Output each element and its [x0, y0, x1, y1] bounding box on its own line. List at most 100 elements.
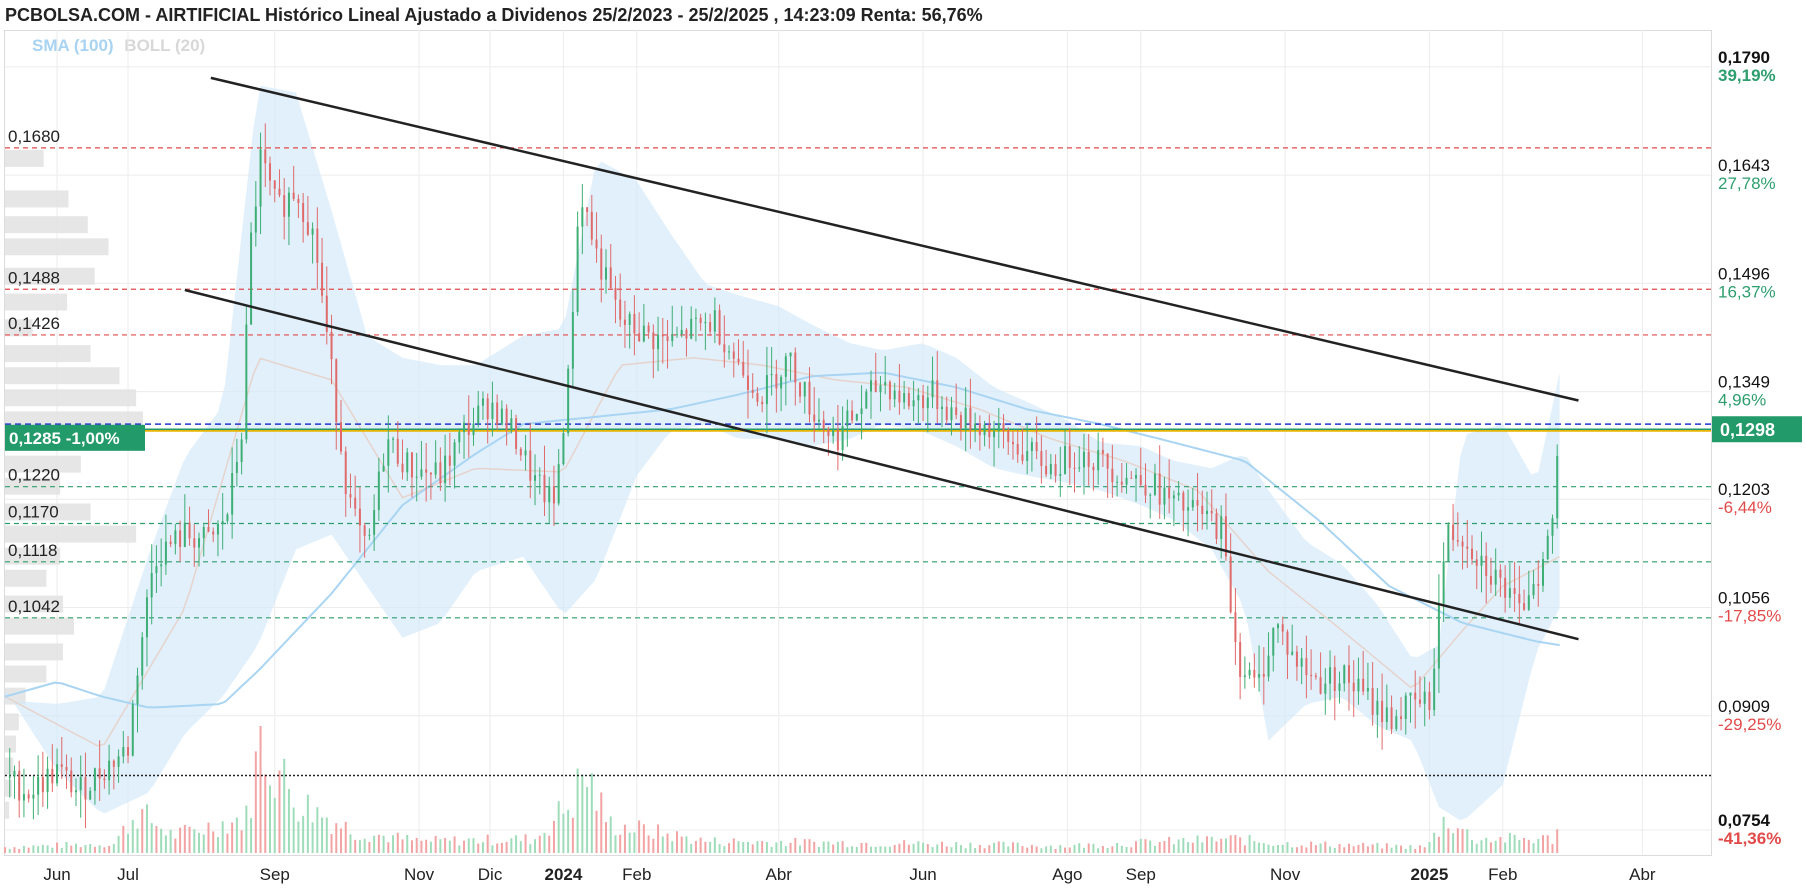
volume-bar — [1489, 842, 1492, 853]
candle-body — [297, 198, 300, 204]
candle-body — [254, 206, 257, 233]
candle-body — [41, 777, 44, 793]
candle-body — [463, 422, 466, 433]
volume-bar — [453, 836, 456, 853]
candle-body — [1144, 484, 1147, 496]
candle-body — [950, 407, 953, 421]
candle-body — [974, 423, 977, 430]
volume-bar — [1258, 842, 1261, 853]
volume-profile-bar — [5, 293, 68, 311]
volume-profile-bar — [5, 569, 47, 587]
candle-body — [1040, 451, 1043, 466]
volume-bar — [354, 839, 357, 853]
volume-bar — [808, 839, 811, 853]
candle-body — [136, 675, 139, 705]
candle-body — [993, 430, 996, 438]
candle-body — [728, 351, 731, 353]
candle-body — [1485, 555, 1488, 576]
candle-body — [751, 389, 754, 393]
candle-body — [1078, 467, 1081, 469]
right-axis-pct: 16,37% — [1718, 282, 1776, 301]
candle-body — [789, 352, 792, 357]
volume-bar — [647, 835, 650, 853]
volume-bar — [614, 835, 617, 853]
candle-body — [458, 432, 461, 443]
volume-bar — [945, 846, 948, 853]
candle-body — [524, 450, 527, 456]
volume-bar — [955, 842, 958, 853]
right-axis-pct: -17,85% — [1718, 607, 1781, 626]
volume-bar — [1149, 840, 1152, 853]
volume-bar — [434, 835, 437, 853]
volume-bar — [628, 832, 631, 853]
candle-body — [235, 461, 238, 474]
volume-bar — [1343, 847, 1346, 853]
candle-body — [1371, 687, 1374, 715]
sma-legend-label[interactable]: SMA (100) — [32, 36, 114, 55]
candle-body — [893, 390, 896, 400]
volume-profile-bar — [5, 735, 17, 753]
volume-bar — [534, 839, 537, 853]
volume-bar — [907, 844, 910, 853]
volume-bar — [1281, 844, 1284, 853]
volume-bar — [1087, 843, 1090, 853]
volume-bar — [1362, 842, 1365, 853]
candle-body — [278, 188, 281, 196]
candle-body — [1314, 675, 1317, 678]
volume-bar — [642, 824, 645, 853]
candle-body — [813, 414, 816, 422]
volume-bar — [467, 838, 470, 853]
candle-body — [401, 463, 404, 473]
candle-body — [321, 262, 324, 296]
x-tick-label: Feb — [622, 865, 651, 884]
candle-body — [675, 334, 678, 336]
volume-bar — [51, 847, 54, 853]
candle-body — [1182, 492, 1185, 511]
candle-body — [368, 534, 371, 536]
volume-bar — [931, 847, 934, 853]
candle-body — [581, 207, 584, 227]
candle-body — [1489, 575, 1492, 585]
volume-bar — [1078, 843, 1081, 853]
candle-body — [1414, 692, 1417, 700]
volume-profile-bar — [5, 367, 120, 385]
volume-bar — [273, 797, 276, 853]
candle-body — [1333, 667, 1336, 691]
volume-bar — [70, 845, 73, 853]
candle-body — [429, 472, 432, 475]
candle-body — [150, 573, 153, 598]
candle-body — [56, 764, 59, 784]
candle-body — [1504, 577, 1507, 598]
candle-body — [519, 448, 522, 456]
candle-body — [614, 288, 617, 300]
volume-bar — [221, 821, 224, 853]
volume-bar — [1007, 846, 1010, 853]
candle-body — [1471, 548, 1474, 560]
volume-bar — [1295, 847, 1298, 853]
volume-bar — [1210, 836, 1213, 853]
volume-bar — [713, 837, 716, 853]
candle-body — [936, 380, 939, 410]
boll-legend-label[interactable]: BOLL (20) — [124, 36, 206, 55]
trendline — [210, 76, 1579, 402]
volume-bar — [1016, 842, 1019, 853]
volume-bar — [1030, 844, 1033, 853]
level-label: 0,1488 — [8, 268, 60, 287]
candle-body — [1423, 691, 1426, 704]
volume-bar — [1168, 836, 1171, 853]
candle-body — [1324, 683, 1327, 694]
volume-profile-bar — [5, 267, 95, 285]
volume-bar — [1305, 847, 1308, 853]
volume-profile-bar — [5, 389, 137, 407]
x-tick-label: Sep — [260, 865, 290, 884]
candle-body — [841, 426, 844, 451]
candle-body — [193, 538, 196, 548]
candle-body — [647, 325, 650, 333]
candle-body — [595, 239, 598, 249]
volume-bar — [1409, 845, 1412, 853]
candle-body — [1049, 464, 1052, 475]
candle-body — [231, 473, 234, 515]
volume-bar — [959, 845, 962, 853]
candle-body — [723, 344, 726, 353]
